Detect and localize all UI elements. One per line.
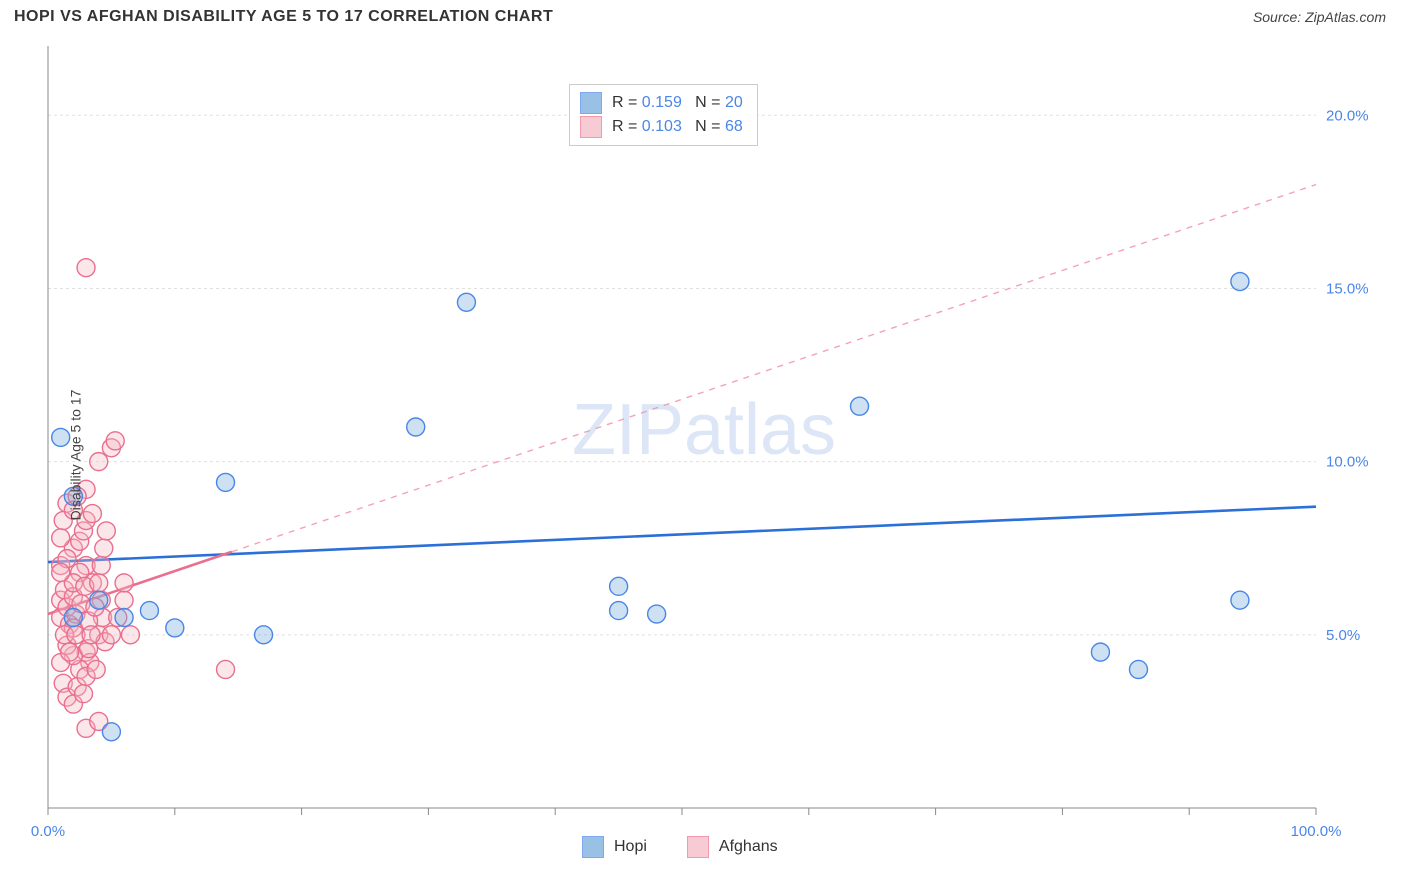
legend-item: Afghans	[687, 836, 778, 858]
svg-text:10.0%: 10.0%	[1326, 454, 1369, 471]
legend-stats: R = 0.159 N = 20R = 0.103 N = 68	[569, 84, 758, 146]
legend-swatch	[580, 92, 602, 114]
y-axis-label: Disability Age 5 to 17	[67, 390, 83, 521]
legend-swatch	[687, 836, 709, 858]
legend-stats-row: R = 0.159 N = 20	[580, 91, 743, 115]
legend-label: Hopi	[614, 838, 647, 856]
legend-swatch	[580, 116, 602, 138]
source-label: Source: ZipAtlas.com	[1253, 9, 1386, 25]
legend-item: Hopi	[582, 836, 647, 858]
svg-text:0.0%: 0.0%	[31, 823, 65, 840]
svg-text:100.0%: 100.0%	[1291, 823, 1342, 840]
svg-text:20.0%: 20.0%	[1326, 107, 1369, 124]
legend-r-label: R = 0.159 N = 20	[612, 91, 743, 115]
legend-stats-row: R = 0.103 N = 68	[580, 115, 743, 139]
chart-title: HOPI VS AFGHAN DISABILITY AGE 5 TO 17 CO…	[14, 8, 553, 26]
chart-area: Disability Age 5 to 17 ZIPatlas 5.0%10.0…	[14, 40, 1394, 870]
legend-series: Hopi Afghans	[582, 836, 778, 858]
scatter-plot: 5.0% 10.0% 15.0% 20.0% 0.0% 100.0%	[14, 40, 1394, 870]
legend-swatch	[582, 836, 604, 858]
svg-text:15.0%: 15.0%	[1326, 280, 1369, 297]
legend-r-label: R = 0.103 N = 68	[612, 115, 743, 139]
legend-label: Afghans	[719, 838, 778, 856]
svg-text:5.0%: 5.0%	[1326, 627, 1360, 644]
